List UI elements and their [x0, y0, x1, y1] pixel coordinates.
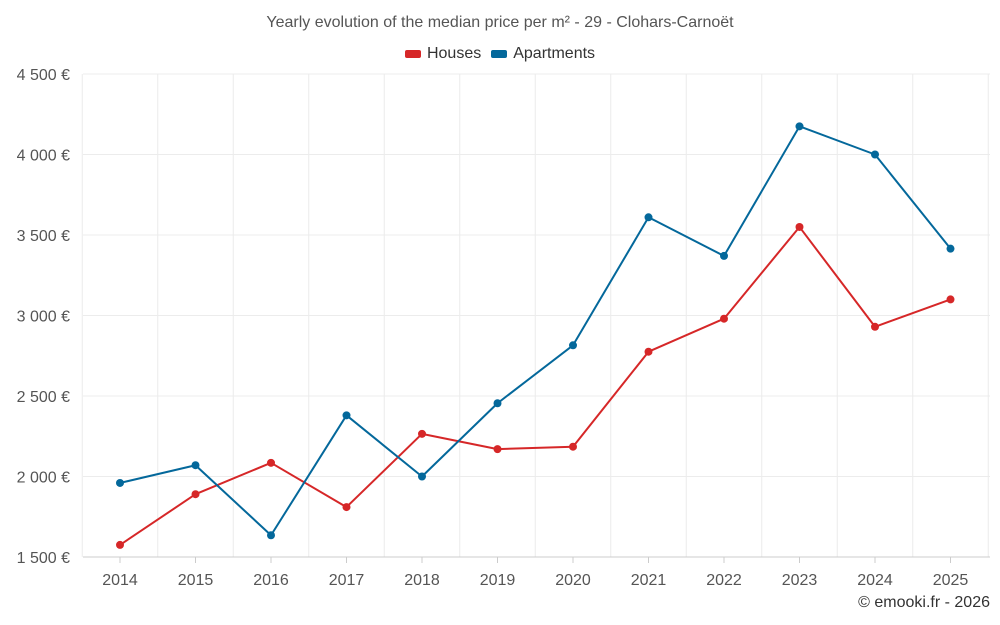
data-point-houses[interactable]	[946, 295, 955, 304]
data-point-apartments[interactable]	[418, 472, 426, 481]
data-point-houses[interactable]	[644, 347, 653, 356]
y-tick-label: 2 500 €	[17, 389, 70, 406]
data-point-apartments[interactable]	[644, 213, 653, 222]
data-point-houses[interactable]	[116, 540, 124, 549]
y-tick-label: 4 500 €	[17, 67, 70, 84]
y-tick-label: 3 500 €	[17, 228, 70, 245]
chart-title: Yearly evolution of the median price per…	[266, 14, 734, 31]
data-point-apartments[interactable]	[191, 461, 200, 470]
data-point-apartments[interactable]	[116, 478, 124, 487]
legend-swatch-apartments	[491, 50, 508, 58]
x-tick-label: 2021	[631, 572, 667, 589]
data-point-apartments[interactable]	[342, 411, 351, 420]
y-tick-label: 4 000 €	[17, 148, 70, 165]
data-point-houses[interactable]	[493, 445, 502, 454]
data-point-houses[interactable]	[569, 442, 577, 451]
grid	[81, 73, 990, 558]
data-point-houses[interactable]	[871, 322, 879, 331]
x-tick-label: 2015	[178, 572, 214, 589]
x-tick-label: 2014	[102, 572, 138, 589]
legend: Houses Apartments	[0, 45, 1000, 63]
legend-label-apartments: Apartments	[513, 45, 596, 62]
data-point-apartments[interactable]	[569, 341, 577, 350]
series	[116, 122, 955, 549]
data-point-houses[interactable]	[267, 458, 275, 467]
y-tick-label: 3 000 €	[17, 309, 70, 326]
x-tick-label: 2022	[706, 572, 742, 589]
x-tick-label: 2025	[933, 572, 969, 589]
series-line-houses	[119, 225, 951, 546]
data-point-apartments[interactable]	[795, 122, 804, 131]
x-tick-label: 2018	[404, 572, 440, 589]
y-tick-label: 2 000 €	[17, 470, 70, 487]
x-tick-label: 2019	[480, 572, 516, 589]
credit-text: © emooki.fr - 2026	[858, 594, 990, 611]
legend-item-apartments[interactable]: Apartments	[491, 45, 595, 63]
legend-item-houses[interactable]: Houses	[404, 45, 482, 63]
data-point-apartments[interactable]	[493, 399, 502, 408]
x-tick-label: 2023	[782, 572, 818, 589]
x-tick-label: 2017	[329, 572, 365, 589]
data-point-apartments[interactable]	[267, 531, 275, 540]
data-point-houses[interactable]	[795, 222, 804, 231]
series-line-apartments	[119, 125, 952, 537]
y-tick-label: 1 500 €	[17, 550, 70, 567]
data-point-apartments[interactable]	[946, 244, 955, 253]
data-point-houses[interactable]	[342, 503, 351, 512]
data-point-apartments[interactable]	[720, 251, 728, 260]
data-point-apartments[interactable]	[871, 150, 879, 159]
x-tick-label: 2016	[253, 572, 289, 589]
data-point-houses[interactable]	[418, 429, 426, 438]
x-tick-label: 2024	[857, 572, 893, 589]
legend-label-houses: Houses	[426, 45, 482, 62]
x-tick-label: 2020	[555, 572, 591, 589]
legend-swatch-houses	[404, 50, 421, 58]
axes: 1 500 € 2 000 € 2 500 € 3 000 € 3 500 € 4 000…	[17, 67, 990, 589]
data-point-houses[interactable]	[191, 490, 200, 499]
data-point-houses[interactable]	[720, 314, 728, 323]
